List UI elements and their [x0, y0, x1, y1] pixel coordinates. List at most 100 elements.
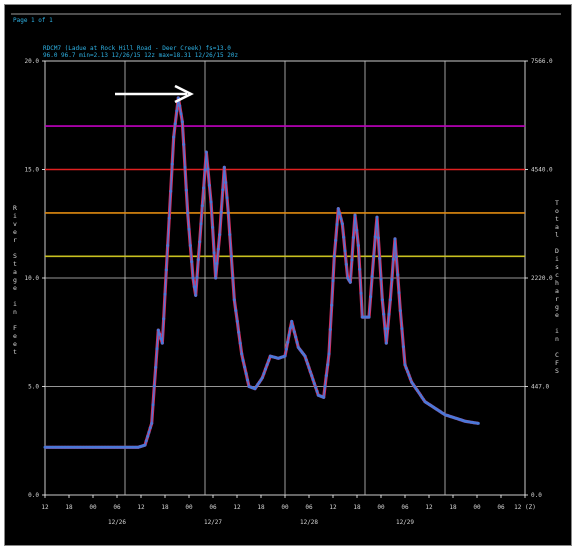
- data-point: [179, 112, 183, 116]
- data-point: [256, 382, 260, 386]
- y2-tick-label: 447.0: [531, 384, 549, 391]
- data-point: [308, 370, 312, 374]
- data-point: [372, 254, 376, 258]
- data-point: [169, 189, 173, 193]
- data-point: [158, 332, 162, 336]
- data-point: [334, 238, 338, 242]
- data-point: [401, 345, 405, 349]
- data-point: [294, 335, 298, 339]
- threshold-lines: [45, 125, 525, 258]
- series-line: [45, 97, 479, 448]
- data-point: [192, 285, 196, 289]
- data-point: [358, 267, 362, 271]
- data-point: [243, 365, 247, 369]
- data-point: [416, 389, 420, 393]
- data-point: [335, 223, 339, 226]
- data-point: [224, 181, 228, 184]
- data-point: [216, 247, 220, 251]
- y-tick-label: 20.0: [25, 58, 40, 65]
- data-point: [369, 295, 373, 299]
- y-tick-label: 10.0: [25, 275, 40, 282]
- y2-tick-label: 2220.0: [531, 275, 553, 282]
- x-tick-label: 12: [41, 504, 49, 511]
- data-point: [367, 315, 371, 319]
- data-point: [283, 354, 287, 358]
- data-point: [373, 235, 377, 239]
- x-tick-label: 12: [137, 504, 145, 511]
- data-point: [330, 303, 334, 307]
- x-date-label: 12/26: [108, 519, 126, 526]
- data-point: [396, 273, 400, 277]
- data-point: [356, 244, 360, 247]
- data-point: [255, 385, 258, 388]
- data-point: [231, 276, 235, 280]
- data-point: [178, 104, 182, 108]
- data-point: [291, 325, 295, 329]
- x-date-label: 12/27: [204, 519, 222, 526]
- data-point: [184, 188, 188, 192]
- data-point: [202, 186, 206, 190]
- data-point: [186, 211, 190, 215]
- data-point: [422, 398, 425, 401]
- data-point: [322, 395, 326, 399]
- data-point: [211, 225, 215, 229]
- data-point: [214, 276, 218, 280]
- data-point: [307, 366, 311, 370]
- data-point: [414, 387, 418, 391]
- data-point: [400, 327, 404, 331]
- data-point: [162, 317, 166, 321]
- x-tick-label: 12: [329, 504, 337, 511]
- data-point: [229, 254, 233, 258]
- x-tick-label: 06: [305, 504, 313, 511]
- data-point: [199, 222, 203, 226]
- data-point: [194, 293, 198, 297]
- data-point: [259, 378, 263, 382]
- data-point: [260, 376, 264, 380]
- x-tick-label: 00: [89, 504, 97, 511]
- data-point: [413, 385, 417, 388]
- data-point: [323, 385, 327, 388]
- data-point: [173, 122, 177, 126]
- data-point: [143, 443, 147, 447]
- x-tick-label: 00: [281, 504, 289, 511]
- data-point: [391, 257, 395, 261]
- x-tick-label: 18: [257, 504, 265, 511]
- x-date-label: 12/29: [396, 519, 414, 526]
- data-point: [198, 240, 202, 244]
- data-point: [346, 276, 350, 280]
- x-tick-label: 12: [425, 504, 433, 511]
- data-point: [288, 326, 292, 330]
- y-tick-label: 15.0: [25, 167, 40, 174]
- data-point: [370, 275, 374, 279]
- x-date-label: 12/28: [300, 519, 318, 526]
- data-point: [315, 389, 319, 393]
- x-tick-label: 06: [401, 504, 409, 511]
- data-point: [172, 135, 176, 139]
- stage-series: [43, 96, 480, 449]
- data-point: [378, 257, 382, 260]
- data-point: [207, 183, 211, 187]
- chart-frame: Page 1 of 1 RDCM7 (Ladue at Rock Hill Ro…: [4, 4, 572, 546]
- data-point: [209, 200, 213, 204]
- data-point: [327, 352, 331, 356]
- data-point: [306, 362, 310, 366]
- data-point: [382, 312, 386, 316]
- y-tick-label: 5.0: [28, 384, 39, 391]
- data-point: [151, 403, 155, 407]
- data-point: [253, 387, 257, 391]
- data-point: [398, 309, 402, 313]
- x-tick-label: 18: [353, 504, 361, 511]
- data-point: [353, 213, 357, 217]
- data-point: [206, 167, 210, 171]
- data-point: [390, 277, 394, 281]
- data-point: [375, 215, 379, 219]
- data-point: [238, 341, 242, 345]
- chart-subtitle: 96.0 96.7 min=2.13 12/26/15 12z max=18.3…: [43, 52, 238, 59]
- data-point: [148, 426, 152, 430]
- data-point: [225, 196, 229, 200]
- x-tick-label: 00: [377, 504, 385, 511]
- data-point: [419, 393, 423, 397]
- data-point: [187, 227, 191, 231]
- data-point: [183, 165, 187, 169]
